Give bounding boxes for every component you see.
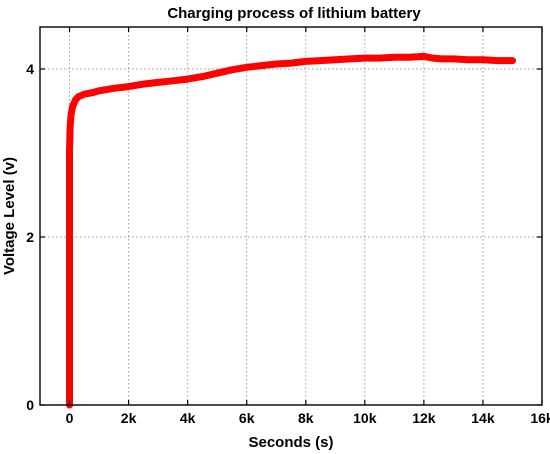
data-series	[66, 52, 516, 409]
x-tick-label: 12k	[412, 410, 436, 426]
y-axis-label: Voltage Level (v)	[1, 157, 18, 275]
x-tick-label: 6k	[239, 410, 255, 426]
x-tick-label: 10k	[353, 410, 377, 426]
y-tick-label: 4	[26, 61, 34, 77]
y-tick-label: 2	[26, 229, 34, 245]
x-tick-label: 16k	[530, 410, 550, 426]
x-tick-label: 14k	[471, 410, 495, 426]
axis-ticks: 0 2k 4k 6k 8k 10k 12k 14k 16k 0 2 4	[26, 27, 550, 426]
x-tick-label: 8k	[298, 410, 314, 426]
x-tick-label: 4k	[180, 410, 196, 426]
x-axis-label: Seconds (s)	[248, 434, 333, 451]
series-line	[66, 52, 516, 409]
chart-title: Charging process of lithium battery	[167, 5, 421, 22]
grid-lines	[40, 27, 543, 406]
x-tick-label: 2k	[121, 410, 137, 426]
plot-frame	[39, 26, 543, 406]
y-tick-label: 0	[26, 397, 34, 413]
x-tick-label: 0	[66, 410, 74, 426]
